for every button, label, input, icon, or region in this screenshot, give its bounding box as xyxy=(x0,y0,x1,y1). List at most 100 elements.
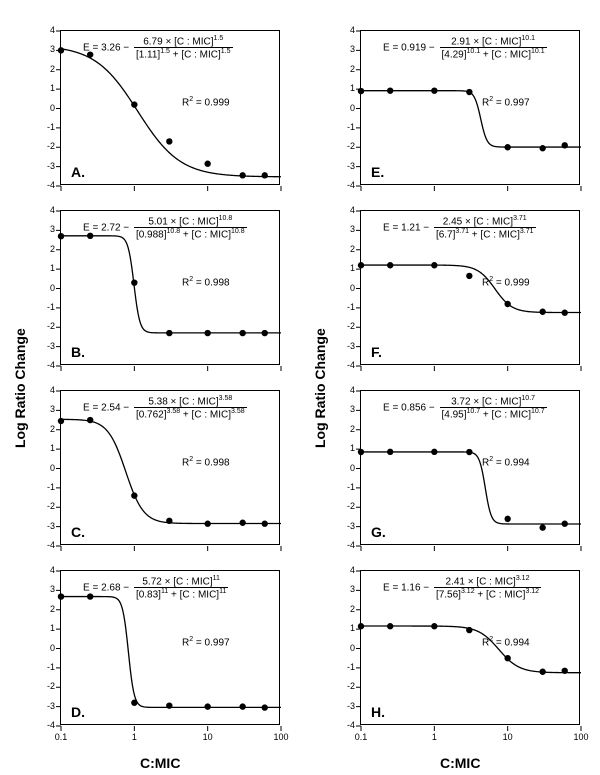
data-point xyxy=(131,700,137,706)
ytick-label: 1 xyxy=(335,263,355,273)
left-xaxis-label: C:MIC xyxy=(140,755,180,771)
ytick-label: 4 xyxy=(335,205,355,215)
ytick-label: 3 xyxy=(335,44,355,54)
panel-letter: B. xyxy=(71,344,85,360)
ytick-label: 1 xyxy=(35,443,55,453)
ytick-label: 0 xyxy=(335,283,355,293)
panel-letter: A. xyxy=(71,164,85,180)
equation: E = 2.68 − 5.72 × [C : MIC]11[0.83]11 + … xyxy=(83,575,228,601)
data-point xyxy=(262,330,268,336)
ytick-label: -4 xyxy=(335,360,355,370)
data-point xyxy=(504,144,510,150)
panel-letter: F. xyxy=(371,344,382,360)
fitted-curve xyxy=(361,452,581,524)
data-point xyxy=(58,418,64,424)
ytick-label: 3 xyxy=(35,404,55,414)
data-point xyxy=(387,262,393,268)
ytick-label: 4 xyxy=(35,565,55,575)
panel-h: -4-3-2-1012340.1110100E = 1.16 − 2.41 × … xyxy=(360,570,580,725)
data-point xyxy=(166,138,172,144)
equation: E = 1.21 − 2.45 × [C : MIC]3.71[6.7]3.71… xyxy=(383,215,536,241)
ytick-label: 0 xyxy=(335,463,355,473)
data-point xyxy=(387,449,393,455)
panel-f: -4-3-2-101234E = 1.21 − 2.45 × [C : MIC]… xyxy=(360,210,580,365)
ytick-label: -1 xyxy=(35,662,55,672)
data-point xyxy=(562,521,568,527)
ytick-label: 4 xyxy=(35,205,55,215)
ytick-label: -4 xyxy=(35,180,55,190)
fitted-curve xyxy=(61,236,281,333)
ytick-label: 2 xyxy=(35,64,55,74)
data-point xyxy=(204,703,210,709)
ytick-label: 3 xyxy=(35,584,55,594)
ytick-label: -1 xyxy=(35,302,55,312)
ytick-label: -2 xyxy=(335,321,355,331)
ytick-label: 1 xyxy=(35,263,55,273)
ytick-label: 2 xyxy=(335,604,355,614)
ytick-label: -3 xyxy=(35,521,55,531)
ytick-label: 2 xyxy=(335,424,355,434)
ytick-label: 4 xyxy=(35,385,55,395)
ytick-label: -1 xyxy=(35,482,55,492)
ytick-label: 1 xyxy=(335,623,355,633)
ytick-label: -1 xyxy=(335,122,355,132)
r-squared: R2 = 0.997 xyxy=(182,636,230,648)
r-squared: R2 = 0.998 xyxy=(182,456,230,468)
data-point xyxy=(431,262,437,268)
xtick-label: 100 xyxy=(269,732,293,742)
ytick-label: 4 xyxy=(335,565,355,575)
ytick-label: 1 xyxy=(335,83,355,93)
data-point xyxy=(504,516,510,522)
ytick-label: 2 xyxy=(335,244,355,254)
fitted-curve xyxy=(61,419,281,523)
ytick-label: -3 xyxy=(35,341,55,351)
ytick-label: -3 xyxy=(35,161,55,171)
equation: E = 1.16 − 2.41 × [C : MIC]3.12[7.56]3.1… xyxy=(383,575,541,601)
data-point xyxy=(387,623,393,629)
data-point xyxy=(539,309,545,315)
left-yaxis-label: Log Ratio Change xyxy=(12,328,28,448)
fitted-curve xyxy=(61,597,281,708)
ytick-label: -4 xyxy=(35,540,55,550)
data-point xyxy=(131,279,137,285)
panel-e: -4-3-2-101234E = 0.919 − 2.91 × [C : MIC… xyxy=(360,30,580,185)
data-point xyxy=(131,101,137,107)
ytick-label: -1 xyxy=(335,302,355,312)
ytick-label: -3 xyxy=(335,521,355,531)
ytick-label: -3 xyxy=(335,701,355,711)
ytick-label: -3 xyxy=(335,341,355,351)
ytick-label: -4 xyxy=(335,540,355,550)
ytick-label: -2 xyxy=(335,501,355,511)
data-point xyxy=(204,330,210,336)
xtick-label: 10 xyxy=(196,732,220,742)
r-squared: R2 = 0.997 xyxy=(482,96,530,108)
xtick-label: 100 xyxy=(569,732,593,742)
panel-letter: D. xyxy=(71,704,85,720)
ytick-label: 0 xyxy=(35,643,55,653)
ytick-label: -4 xyxy=(335,180,355,190)
data-point xyxy=(166,518,172,524)
data-point xyxy=(431,87,437,93)
panel-d: -4-3-2-1012340.1110100E = 2.68 − 5.72 × … xyxy=(60,570,280,725)
ytick-label: 3 xyxy=(335,584,355,594)
ytick-label: -1 xyxy=(35,122,55,132)
ytick-label: 2 xyxy=(35,604,55,614)
ytick-label: 1 xyxy=(335,443,355,453)
ytick-label: 2 xyxy=(35,244,55,254)
equation: E = 0.856 − 3.72 × [C : MIC]10.7[4.95]10… xyxy=(383,395,547,421)
ytick-label: -2 xyxy=(335,141,355,151)
ytick-label: -4 xyxy=(335,720,355,730)
data-point xyxy=(466,449,472,455)
r-squared: R2 = 0.998 xyxy=(182,276,230,288)
data-point xyxy=(539,669,545,675)
data-point xyxy=(539,524,545,530)
xtick-label: 0.1 xyxy=(349,732,373,742)
ytick-label: 3 xyxy=(35,44,55,54)
data-point xyxy=(466,627,472,633)
equation: E = 2.72 − 5.01 × [C : MIC]10.8[0.988]10… xyxy=(83,215,247,241)
ytick-label: 1 xyxy=(35,623,55,633)
ytick-label: 3 xyxy=(335,224,355,234)
data-point xyxy=(262,704,268,710)
ytick-label: 2 xyxy=(35,424,55,434)
data-point xyxy=(539,145,545,151)
